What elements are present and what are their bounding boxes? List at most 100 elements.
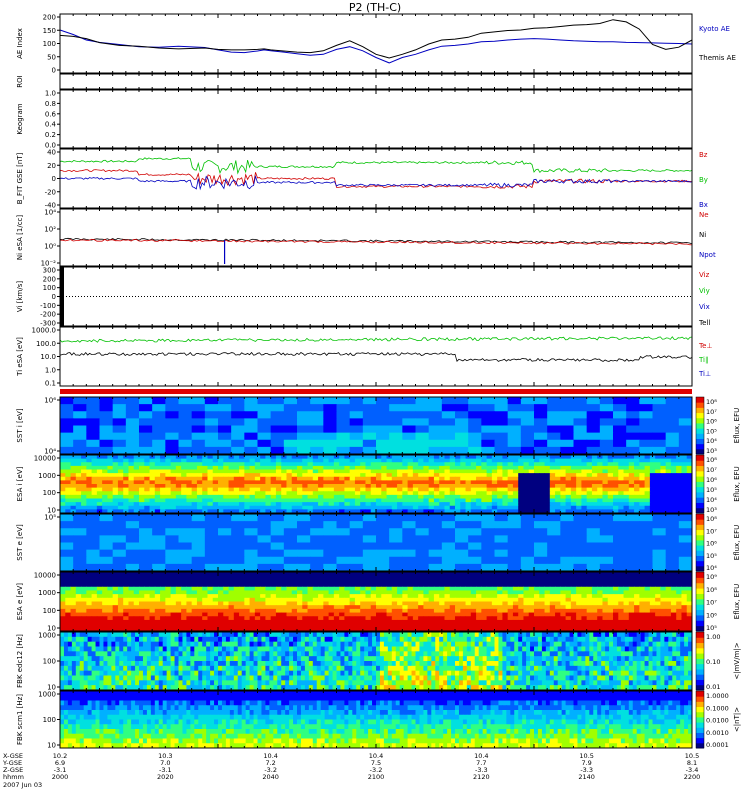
spectrogram-cell (439, 491, 445, 496)
spectrogram-cell (254, 502, 261, 507)
spectrogram-cell (649, 458, 656, 463)
spectrogram-cell (191, 597, 198, 602)
spectrogram-cell (397, 583, 403, 588)
spectrogram-cell (665, 432, 680, 441)
spectrogram-cell (112, 487, 119, 492)
spectrogram-cell (354, 484, 361, 489)
spectrogram-cell (344, 484, 351, 489)
spectrogram-cell (613, 586, 619, 591)
spectrogram-cell (323, 528, 337, 536)
spectrogram-cell (389, 514, 403, 522)
spectrogram-cell (639, 579, 646, 584)
spectrogram-cell (676, 484, 682, 489)
spectrogram-cell (534, 575, 540, 580)
spectrogram-cell (460, 473, 467, 478)
spectrogram-cell (260, 462, 266, 467)
spectrogram-cell (117, 487, 124, 492)
spectrogram-cell (181, 590, 187, 595)
spectrogram-cell (125, 446, 140, 455)
spectrogram-cell (186, 601, 193, 606)
spectrogram-cell (597, 505, 603, 510)
spectrogram-cell (91, 476, 98, 481)
spectrogram-cell (644, 590, 651, 595)
spectrogram-cell (576, 597, 582, 602)
spectrogram-cell (607, 605, 614, 610)
spectrogram-cell (465, 465, 472, 470)
spectrogram-cell (415, 521, 430, 529)
spectrogram-cell (441, 535, 456, 543)
spectrogram-cell (323, 439, 337, 448)
spectrogram-cell (418, 494, 424, 499)
spectrogram-cell (518, 484, 524, 489)
spectrogram-cell (681, 469, 688, 474)
spectrogram-cell (207, 579, 214, 584)
spectrogram-cell (423, 594, 430, 599)
spectrogram-cell (260, 484, 266, 489)
spectrogram-cell (178, 446, 193, 455)
spectrogram-cell (534, 446, 548, 455)
y-tick-label: -20 (45, 188, 56, 196)
spectrogram-cell (676, 505, 682, 510)
spectrogram-cell (128, 575, 135, 580)
spectrogram-cell (231, 418, 245, 426)
spectrogram-cell (323, 502, 330, 507)
spectrogram-cell (318, 509, 324, 514)
spectrogram-cell (428, 549, 443, 558)
spectrogram-cell (518, 462, 524, 467)
spectrogram-cell (281, 605, 287, 610)
spectrogram-cell (628, 491, 635, 496)
spectrogram-cell (402, 476, 409, 481)
spectrogram-cell (349, 528, 364, 536)
spectrogram-cell (336, 528, 351, 536)
spectrogram-cell (613, 498, 619, 503)
legend-npot: Npot (699, 251, 716, 259)
spectrogram-cell (678, 404, 693, 412)
spectrogram-cell (565, 505, 572, 510)
spectrogram-cell (123, 502, 129, 507)
spectrogram-cell (165, 432, 179, 441)
spectrogram-cell (402, 484, 409, 489)
spectrogram-cell (660, 473, 667, 478)
spectrogram-cell (70, 502, 77, 507)
spectrogram-cell (681, 586, 688, 591)
spectrogram-cell (362, 556, 377, 565)
spectrogram-cell (257, 521, 272, 529)
spectrogram-cell (160, 462, 166, 467)
spectrogram-cell (423, 498, 430, 503)
spectrogram-cell (291, 469, 298, 474)
spectrogram-cell (655, 575, 661, 580)
spectrogram-cell (228, 473, 235, 478)
spectrogram-cell (60, 397, 74, 405)
spectrogram-cell (507, 425, 522, 434)
spectrogram-cell (362, 404, 377, 412)
spectrogram-cell (117, 583, 124, 588)
spectrogram-cell (336, 446, 351, 455)
spectrogram-cell (649, 476, 656, 481)
spectrogram-cell (623, 462, 630, 467)
spectrogram-cell (239, 583, 245, 588)
spectrogram-cell (597, 462, 603, 467)
spectrogram-cell (202, 473, 208, 478)
spectrogram-cell (281, 455, 287, 460)
spectrogram-cell (170, 590, 177, 595)
spectrogram-cell (665, 505, 672, 510)
spectrogram-cell (244, 597, 251, 602)
spectrogram-cell (391, 605, 398, 610)
spectrogram-cell (415, 556, 430, 565)
spectrogram-cell (565, 465, 572, 470)
spectrogram-cell (302, 601, 309, 606)
spectrogram-cell (665, 491, 672, 496)
spectrogram-cell (154, 469, 161, 474)
spectrogram-cell (323, 498, 330, 503)
spectrogram-cell (681, 455, 688, 460)
spectrogram-cell (336, 411, 351, 419)
spectrogram-cell (191, 594, 198, 599)
spectrogram-cell (607, 487, 614, 492)
spectrogram-cell (539, 509, 546, 514)
spectrogram-cell (507, 542, 522, 551)
spectrogram-cell (260, 494, 266, 499)
spectrogram-cell (626, 556, 640, 565)
spectrogram-cell (497, 583, 503, 588)
spectrogram-cell (597, 487, 603, 492)
spectrogram-cell (86, 575, 93, 580)
